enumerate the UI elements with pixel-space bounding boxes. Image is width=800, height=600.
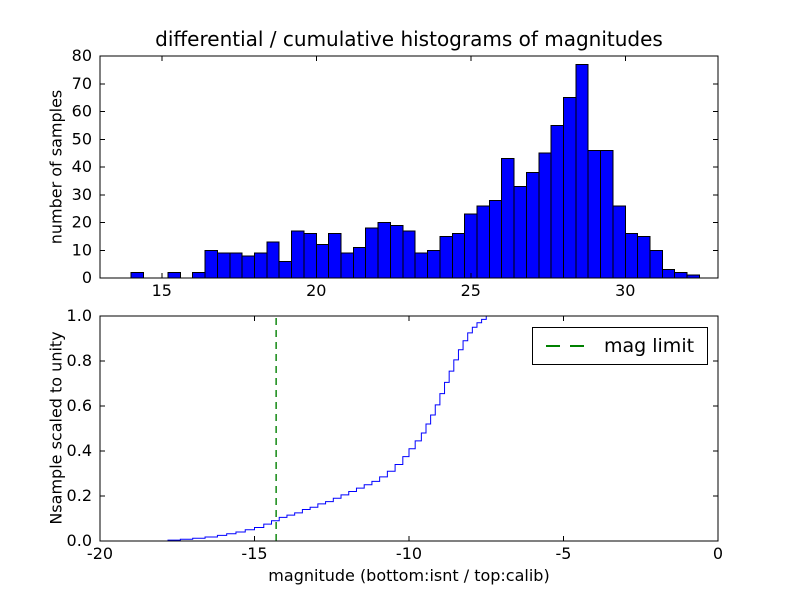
histogram-bar [229, 252, 243, 279]
y-tick-label: 0.4 [67, 441, 92, 460]
y-tick-label: 0 [82, 268, 92, 287]
histogram-bar [340, 252, 354, 279]
histogram-bar [538, 152, 552, 279]
histogram-bar [575, 63, 589, 279]
histogram-bar [451, 233, 466, 279]
y-tick-label: 0.6 [67, 396, 92, 415]
x-tick-label: 25 [461, 281, 481, 300]
mag-limit-legend-swatch [546, 345, 592, 347]
y-tick-label: 0.0 [67, 531, 92, 550]
histogram-bar [550, 124, 565, 279]
y-tick-label: 80 [72, 46, 92, 65]
histogram-bar [525, 172, 540, 279]
histogram-bar [674, 271, 688, 279]
histogram-bar [587, 149, 602, 279]
histogram-bar [439, 235, 453, 279]
histogram-bar [624, 233, 639, 279]
histogram-bar [389, 224, 404, 279]
x-tick-label: 30 [615, 281, 635, 300]
x-tick-label: -20 [87, 544, 113, 563]
histogram-bar [303, 233, 317, 279]
histogram-bar [377, 222, 391, 279]
histogram-bar [167, 271, 181, 279]
histogram-bar [291, 230, 305, 279]
y-tick-label: 10 [72, 240, 92, 259]
histogram-bar [637, 235, 651, 279]
histogram-bar [563, 97, 577, 279]
histogram-bar [204, 249, 218, 279]
y-tick-label: 40 [72, 157, 92, 176]
histogram-bar [278, 260, 293, 279]
histogram-bars [130, 63, 700, 279]
histogram-bar [476, 205, 490, 279]
histogram-bar [315, 244, 330, 279]
top-y-axis-label: number of samples [46, 89, 66, 245]
x-tick-label: 0 [713, 544, 723, 563]
histogram-bar [427, 249, 441, 279]
histogram-bar [414, 252, 429, 279]
histogram-bar [266, 241, 280, 279]
histogram-bar [649, 249, 663, 279]
y-tick-label: 70 [72, 74, 92, 93]
histogram-bar [513, 185, 527, 279]
x-tick-label: 15 [152, 281, 172, 300]
legend-label: mag limit [604, 335, 695, 357]
y-tick-label: 0.8 [67, 351, 92, 370]
x-tick-label: 20 [306, 281, 326, 300]
x-tick-label: -10 [396, 544, 422, 563]
histogram-bar [241, 255, 255, 279]
axes-frame [99, 315, 719, 542]
histogram-bar [216, 252, 231, 279]
histogram-bar [488, 199, 503, 279]
x-tick-label: -15 [241, 544, 267, 563]
histogram-bar [600, 149, 614, 279]
histogram-bar [365, 227, 379, 279]
y-tick-label: 0.2 [67, 486, 92, 505]
histogram-bar [464, 213, 478, 279]
y-tick-label: 1.0 [67, 306, 92, 325]
cumulative-step-line [100, 315, 718, 542]
histogram-bar [254, 252, 268, 279]
histogram-bar [328, 233, 342, 279]
histogram-bar [352, 246, 367, 279]
legend: mag limit [532, 327, 708, 365]
histogram-bar [501, 158, 515, 279]
histogram-bar [661, 269, 676, 279]
x-axis-label: magnitude (bottom:isnt / top:calib) [268, 566, 550, 585]
histogram-bar [130, 271, 144, 279]
y-tick-label: 50 [72, 129, 92, 148]
histogram-bar [612, 205, 626, 279]
y-tick-label: 20 [72, 213, 92, 232]
x-tick-label: -5 [556, 544, 572, 563]
y-tick-label: 60 [72, 102, 92, 121]
axes-frame [99, 55, 719, 279]
differential-histogram: 15 20 25 30 0 10 20 30 40 50 60 70 80 [72, 46, 719, 300]
cumulative-histogram: -20 -15 -10 -5 0 0.0 0.2 0.4 0.6 0.8 1.0 [67, 306, 724, 563]
bottom-y-axis-label: Nsample scaled to unity [46, 331, 66, 525]
histogram-bar [192, 271, 206, 279]
chart-title: differential / cumulative histograms of … [155, 27, 663, 51]
y-tick-label: 30 [72, 185, 92, 204]
histogram-bar [402, 230, 416, 279]
